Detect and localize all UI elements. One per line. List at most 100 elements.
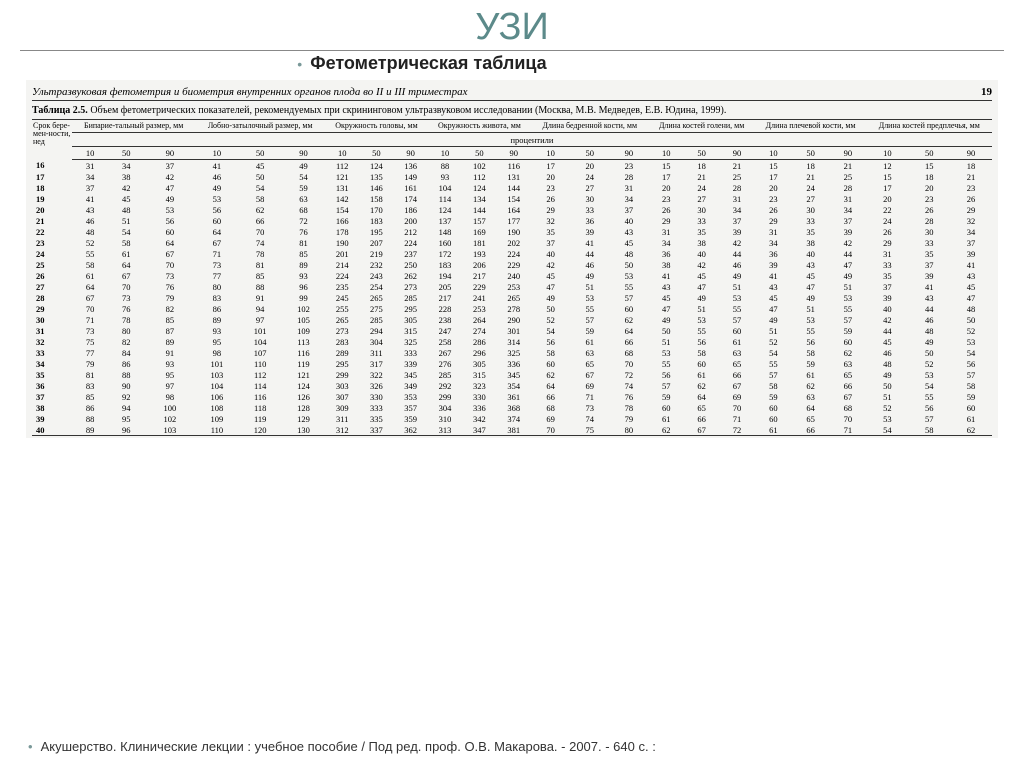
data-cell: 130 — [282, 424, 325, 436]
data-cell: 23 — [649, 193, 684, 204]
data-cell: 224 — [394, 237, 428, 248]
data-cell: 58 — [684, 347, 719, 358]
data-cell: 253 — [497, 281, 531, 292]
data-cell: 39 — [719, 226, 754, 237]
sub-col: 90 — [609, 147, 648, 160]
sub-col: 10 — [195, 147, 238, 160]
data-cell: 48 — [908, 325, 950, 336]
data-cell: 53 — [829, 292, 866, 303]
data-cell: 69 — [719, 391, 754, 402]
data-cell: 60 — [531, 358, 570, 369]
data-cell: 64 — [195, 226, 238, 237]
data-cell: 97 — [239, 314, 282, 325]
data-cell: 77 — [72, 347, 108, 358]
data-cell: 333 — [394, 347, 428, 358]
data-cell: 59 — [829, 325, 866, 336]
data-cell: 295 — [325, 358, 359, 369]
data-cell: 292 — [428, 380, 462, 391]
data-cell: 56 — [684, 336, 719, 347]
data-cell: 59 — [792, 358, 829, 369]
data-cell: 144 — [497, 182, 531, 193]
table-row: 3683909710411412430332634929232335464697… — [32, 380, 992, 391]
bullet-icon: • — [297, 56, 302, 72]
sub-col: 10 — [867, 147, 909, 160]
data-cell: 57 — [719, 314, 754, 325]
data-cell: 336 — [497, 358, 531, 369]
data-cell: 37 — [144, 160, 195, 172]
data-cell: 93 — [282, 270, 325, 281]
data-cell: 217 — [428, 292, 462, 303]
data-cell: 29 — [867, 237, 909, 248]
data-cell: 64 — [531, 380, 570, 391]
data-cell: 285 — [394, 292, 428, 303]
data-cell: 237 — [394, 248, 428, 259]
data-cell: 60 — [829, 336, 866, 347]
table-head: Срок бере-мен-ности, нед Бипарие-тальный… — [32, 120, 992, 160]
data-cell: 45 — [531, 270, 570, 281]
data-cell: 315 — [462, 369, 496, 380]
data-cell: 25 — [719, 171, 754, 182]
data-cell: 37 — [719, 215, 754, 226]
data-cell: 34 — [829, 204, 866, 215]
data-cell: 53 — [950, 336, 992, 347]
data-cell: 53 — [684, 314, 719, 325]
data-cell: 60 — [649, 402, 684, 413]
data-cell: 15 — [755, 160, 792, 172]
table-row: 3377849198107116289311333267296325586368… — [32, 347, 992, 358]
data-cell: 206 — [462, 259, 496, 270]
data-cell: 247 — [428, 325, 462, 336]
data-cell: 39 — [829, 226, 866, 237]
data-cell: 17 — [649, 171, 684, 182]
week-cell: 18 — [32, 182, 72, 193]
data-cell: 58 — [908, 424, 950, 436]
data-cell: 67 — [195, 237, 238, 248]
data-cell: 172 — [428, 248, 462, 259]
data-cell: 119 — [282, 358, 325, 369]
data-cell: 118 — [239, 402, 282, 413]
week-cell: 38 — [32, 402, 72, 413]
data-cell: 45 — [792, 270, 829, 281]
data-cell: 30 — [570, 193, 609, 204]
data-cell: 105 — [282, 314, 325, 325]
data-cell: 56 — [195, 204, 238, 215]
data-cell: 56 — [531, 336, 570, 347]
data-cell: 74 — [609, 380, 648, 391]
data-cell: 232 — [359, 259, 393, 270]
data-cell: 64 — [792, 402, 829, 413]
sub-col: 90 — [719, 147, 754, 160]
data-cell: 33 — [908, 237, 950, 248]
data-cell: 56 — [908, 402, 950, 413]
sub-col: 10 — [755, 147, 792, 160]
data-cell: 312 — [325, 424, 359, 436]
data-cell: 52 — [531, 314, 570, 325]
data-cell: 254 — [359, 281, 393, 292]
week-cell: 21 — [32, 215, 72, 226]
data-cell: 124 — [282, 380, 325, 391]
data-cell: 49 — [570, 270, 609, 281]
data-cell: 42 — [684, 259, 719, 270]
data-cell: 58 — [531, 347, 570, 358]
data-cell: 59 — [755, 391, 792, 402]
slide: УЗИ • Фетометрическая таблица Ультразвук… — [0, 0, 1024, 768]
table-row: 2352586467748119020722416018120237414534… — [32, 237, 992, 248]
sub-col: 90 — [144, 147, 195, 160]
data-cell: 31 — [719, 193, 754, 204]
data-cell: 51 — [829, 281, 866, 292]
data-cell: 120 — [239, 424, 282, 436]
data-cell: 40 — [684, 248, 719, 259]
data-cell: 49 — [792, 292, 829, 303]
data-cell: 43 — [950, 270, 992, 281]
data-cell: 314 — [497, 336, 531, 347]
table-row: 3275828995104113283304325258286314566166… — [32, 336, 992, 347]
data-cell: 45 — [239, 160, 282, 172]
data-cell: 61 — [719, 336, 754, 347]
week-cell: 22 — [32, 226, 72, 237]
data-cell: 144 — [462, 204, 496, 215]
data-cell: 335 — [359, 413, 393, 424]
data-cell: 91 — [239, 292, 282, 303]
data-cell: 49 — [195, 182, 238, 193]
data-cell: 374 — [497, 413, 531, 424]
table-row: 2558647073818921423225018320622942465038… — [32, 259, 992, 270]
data-cell: 174 — [394, 193, 428, 204]
data-cell: 267 — [428, 347, 462, 358]
